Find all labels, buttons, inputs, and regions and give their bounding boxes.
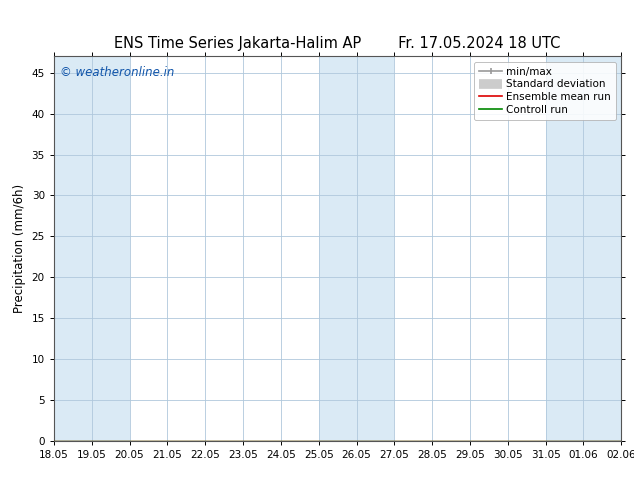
Y-axis label: Precipitation (mm/6h): Precipitation (mm/6h) bbox=[13, 184, 26, 313]
Bar bbox=[319, 56, 394, 441]
Bar bbox=[92, 56, 129, 441]
Bar bbox=[546, 56, 621, 441]
Bar bbox=[54, 56, 92, 441]
Legend: min/max, Standard deviation, Ensemble mean run, Controll run: min/max, Standard deviation, Ensemble me… bbox=[474, 62, 616, 120]
Title: ENS Time Series Jakarta-Halim AP        Fr. 17.05.2024 18 UTC: ENS Time Series Jakarta-Halim AP Fr. 17.… bbox=[114, 36, 561, 51]
Text: © weatheronline.in: © weatheronline.in bbox=[60, 66, 174, 79]
